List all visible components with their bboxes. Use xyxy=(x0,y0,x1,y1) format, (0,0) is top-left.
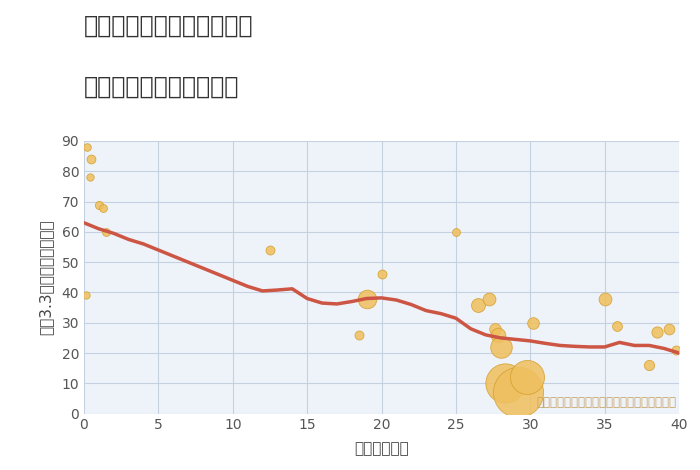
X-axis label: 築年数（年）: 築年数（年） xyxy=(354,441,409,456)
Point xyxy=(663,325,674,333)
Text: 築年数別中古戸建て価格: 築年数別中古戸建て価格 xyxy=(84,75,239,99)
Point xyxy=(644,361,655,369)
Point xyxy=(651,328,662,336)
Point xyxy=(492,331,503,338)
Point xyxy=(265,246,276,254)
Point xyxy=(376,271,387,278)
Point xyxy=(98,204,109,212)
Point xyxy=(450,228,461,235)
Point xyxy=(84,173,95,181)
Point xyxy=(599,295,610,302)
Point xyxy=(495,343,506,351)
Point xyxy=(354,331,365,338)
Point xyxy=(473,301,484,308)
Point xyxy=(512,389,524,396)
Point xyxy=(528,319,539,327)
Point xyxy=(80,292,92,299)
Point xyxy=(101,228,112,235)
Point xyxy=(611,322,622,329)
Text: 円の大きさは、取引のあった物件面積を示す: 円の大きさは、取引のあった物件面積を示す xyxy=(536,396,676,409)
Point xyxy=(361,295,372,302)
Point xyxy=(93,201,104,208)
Point xyxy=(489,325,500,333)
Text: 兵庫県三木市吉川町古川の: 兵庫県三木市吉川町古川の xyxy=(84,14,253,38)
Point xyxy=(86,156,97,163)
Point xyxy=(483,295,494,302)
Point xyxy=(671,346,682,354)
Point xyxy=(499,380,510,387)
Y-axis label: 坪（3.3㎡）単価（万円）: 坪（3.3㎡）単価（万円） xyxy=(38,219,53,335)
Point xyxy=(81,143,92,151)
Point xyxy=(522,374,533,381)
